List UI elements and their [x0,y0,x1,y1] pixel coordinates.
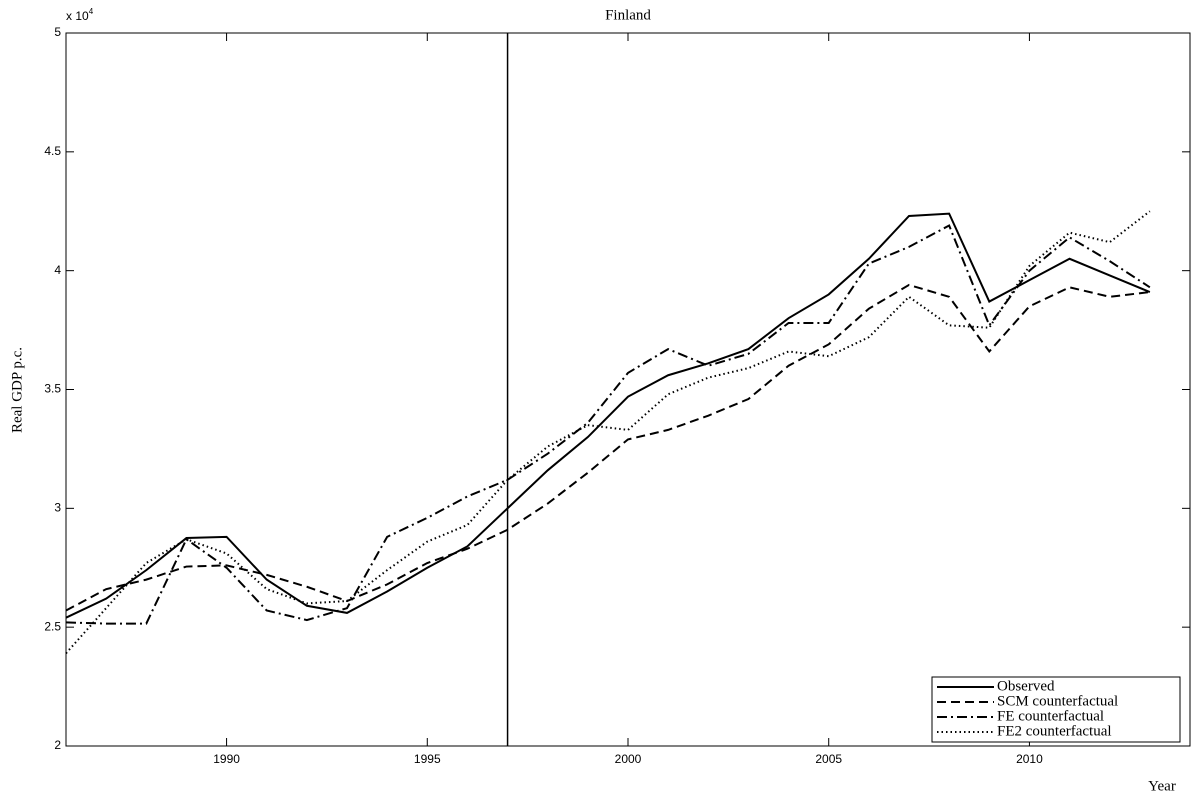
x-axis-label: Year [1148,778,1176,794]
legend-label: FE counterfactual [997,708,1104,724]
x-tick-label: 2010 [1016,752,1043,766]
y-tick-label: 4.5 [44,144,61,158]
y-multiplier-base: x 10 [66,9,89,23]
x-tick-label: 1990 [213,752,240,766]
series-line [65,283,1150,612]
series-line [65,224,1151,625]
y-tick-label: 4 [54,263,61,277]
y-multiplier-exponent: 4 [89,7,94,16]
y-tick-label: 3 [54,501,61,515]
chart-title: Finland [605,7,651,23]
x-tick-label: 2005 [815,752,842,766]
legend-label: SCM counterfactual [997,693,1118,709]
y-tick-label: 3.5 [44,382,61,396]
legend-label: FE2 counterfactual [997,723,1112,739]
series-line [65,212,1151,619]
y-tick-label: 5 [54,25,61,39]
y-multiplier: x 104 [66,7,94,23]
x-tick-label: 2000 [615,752,642,766]
legend-label: Observed [997,678,1055,694]
plot-frame [65,32,1191,747]
y-tick-label: 2 [54,738,61,752]
y-tick-label: 2.5 [44,619,61,633]
x-tick-label: 1995 [414,752,441,766]
series-line [65,210,1151,654]
y-axis-label: Real GDP p.c. [9,347,25,433]
